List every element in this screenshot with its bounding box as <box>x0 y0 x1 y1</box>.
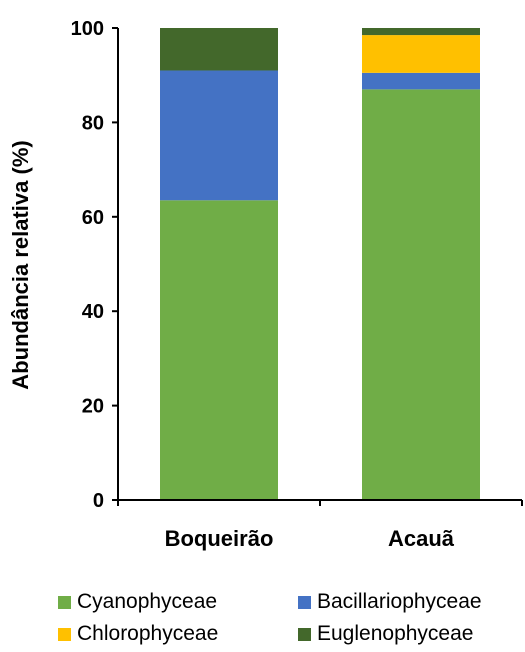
y-tick-label: 100 <box>71 18 104 40</box>
y-axis-ticks: 0 20 40 60 80 100 <box>71 18 118 512</box>
x-category-label: Boqueirão <box>165 526 274 551</box>
bar-cyanophyceae-1 <box>362 89 480 501</box>
legend-swatch-chlorophyceae <box>58 627 71 641</box>
legend-item-bacillariophyceae: Bacillariophyceae <box>298 590 482 614</box>
bar-cyanophyceae-0 <box>160 200 278 500</box>
y-tick-label: 20 <box>82 396 104 418</box>
legend: Cyanophyceae Bacillariophyceae Chlorophy… <box>0 582 525 652</box>
legend-swatch-euglenophyceae <box>298 627 311 641</box>
y-tick-label: 60 <box>82 207 104 229</box>
y-axis-title: Abundância relativa (%) <box>8 140 33 389</box>
legend-label-chlorophyceae: Chlorophyceae <box>77 622 219 645</box>
y-tick-label: 40 <box>82 301 104 323</box>
legend-item-euglenophyceae: Euglenophyceae <box>298 622 473 646</box>
legend-item-cyanophyceae: Cyanophyceae <box>58 590 217 614</box>
legend-label-euglenophyceae: Euglenophyceae <box>317 622 474 645</box>
plot-area <box>160 28 480 501</box>
stacked-bar-chart: 0 20 40 60 80 100 Boqueirão Acauã Abundância r… <box>8 18 523 551</box>
x-category-label: Acauã <box>388 526 455 551</box>
legend-swatch-bacillariophyceae <box>298 595 311 609</box>
legend-swatch-cyanophyceae <box>58 595 71 609</box>
bar-euglenophyceae-0 <box>160 28 278 71</box>
y-tick-label: 80 <box>82 112 104 134</box>
bar-bacillariophyceae-1 <box>362 72 480 90</box>
legend-item-chlorophyceae: Chlorophyceae <box>58 622 218 646</box>
bar-euglenophyceae-1 <box>362 28 480 36</box>
bar-bacillariophyceae-0 <box>160 70 278 201</box>
x-axis-category-labels: Boqueirão Acauã <box>165 526 455 551</box>
legend-label-cyanophyceae: Cyanophyceae <box>77 590 218 613</box>
y-tick-label: 0 <box>93 490 104 512</box>
bar-chlorophyceae-1 <box>362 35 480 73</box>
legend-label-bacillariophyceae: Bacillariophyceae <box>317 590 482 613</box>
